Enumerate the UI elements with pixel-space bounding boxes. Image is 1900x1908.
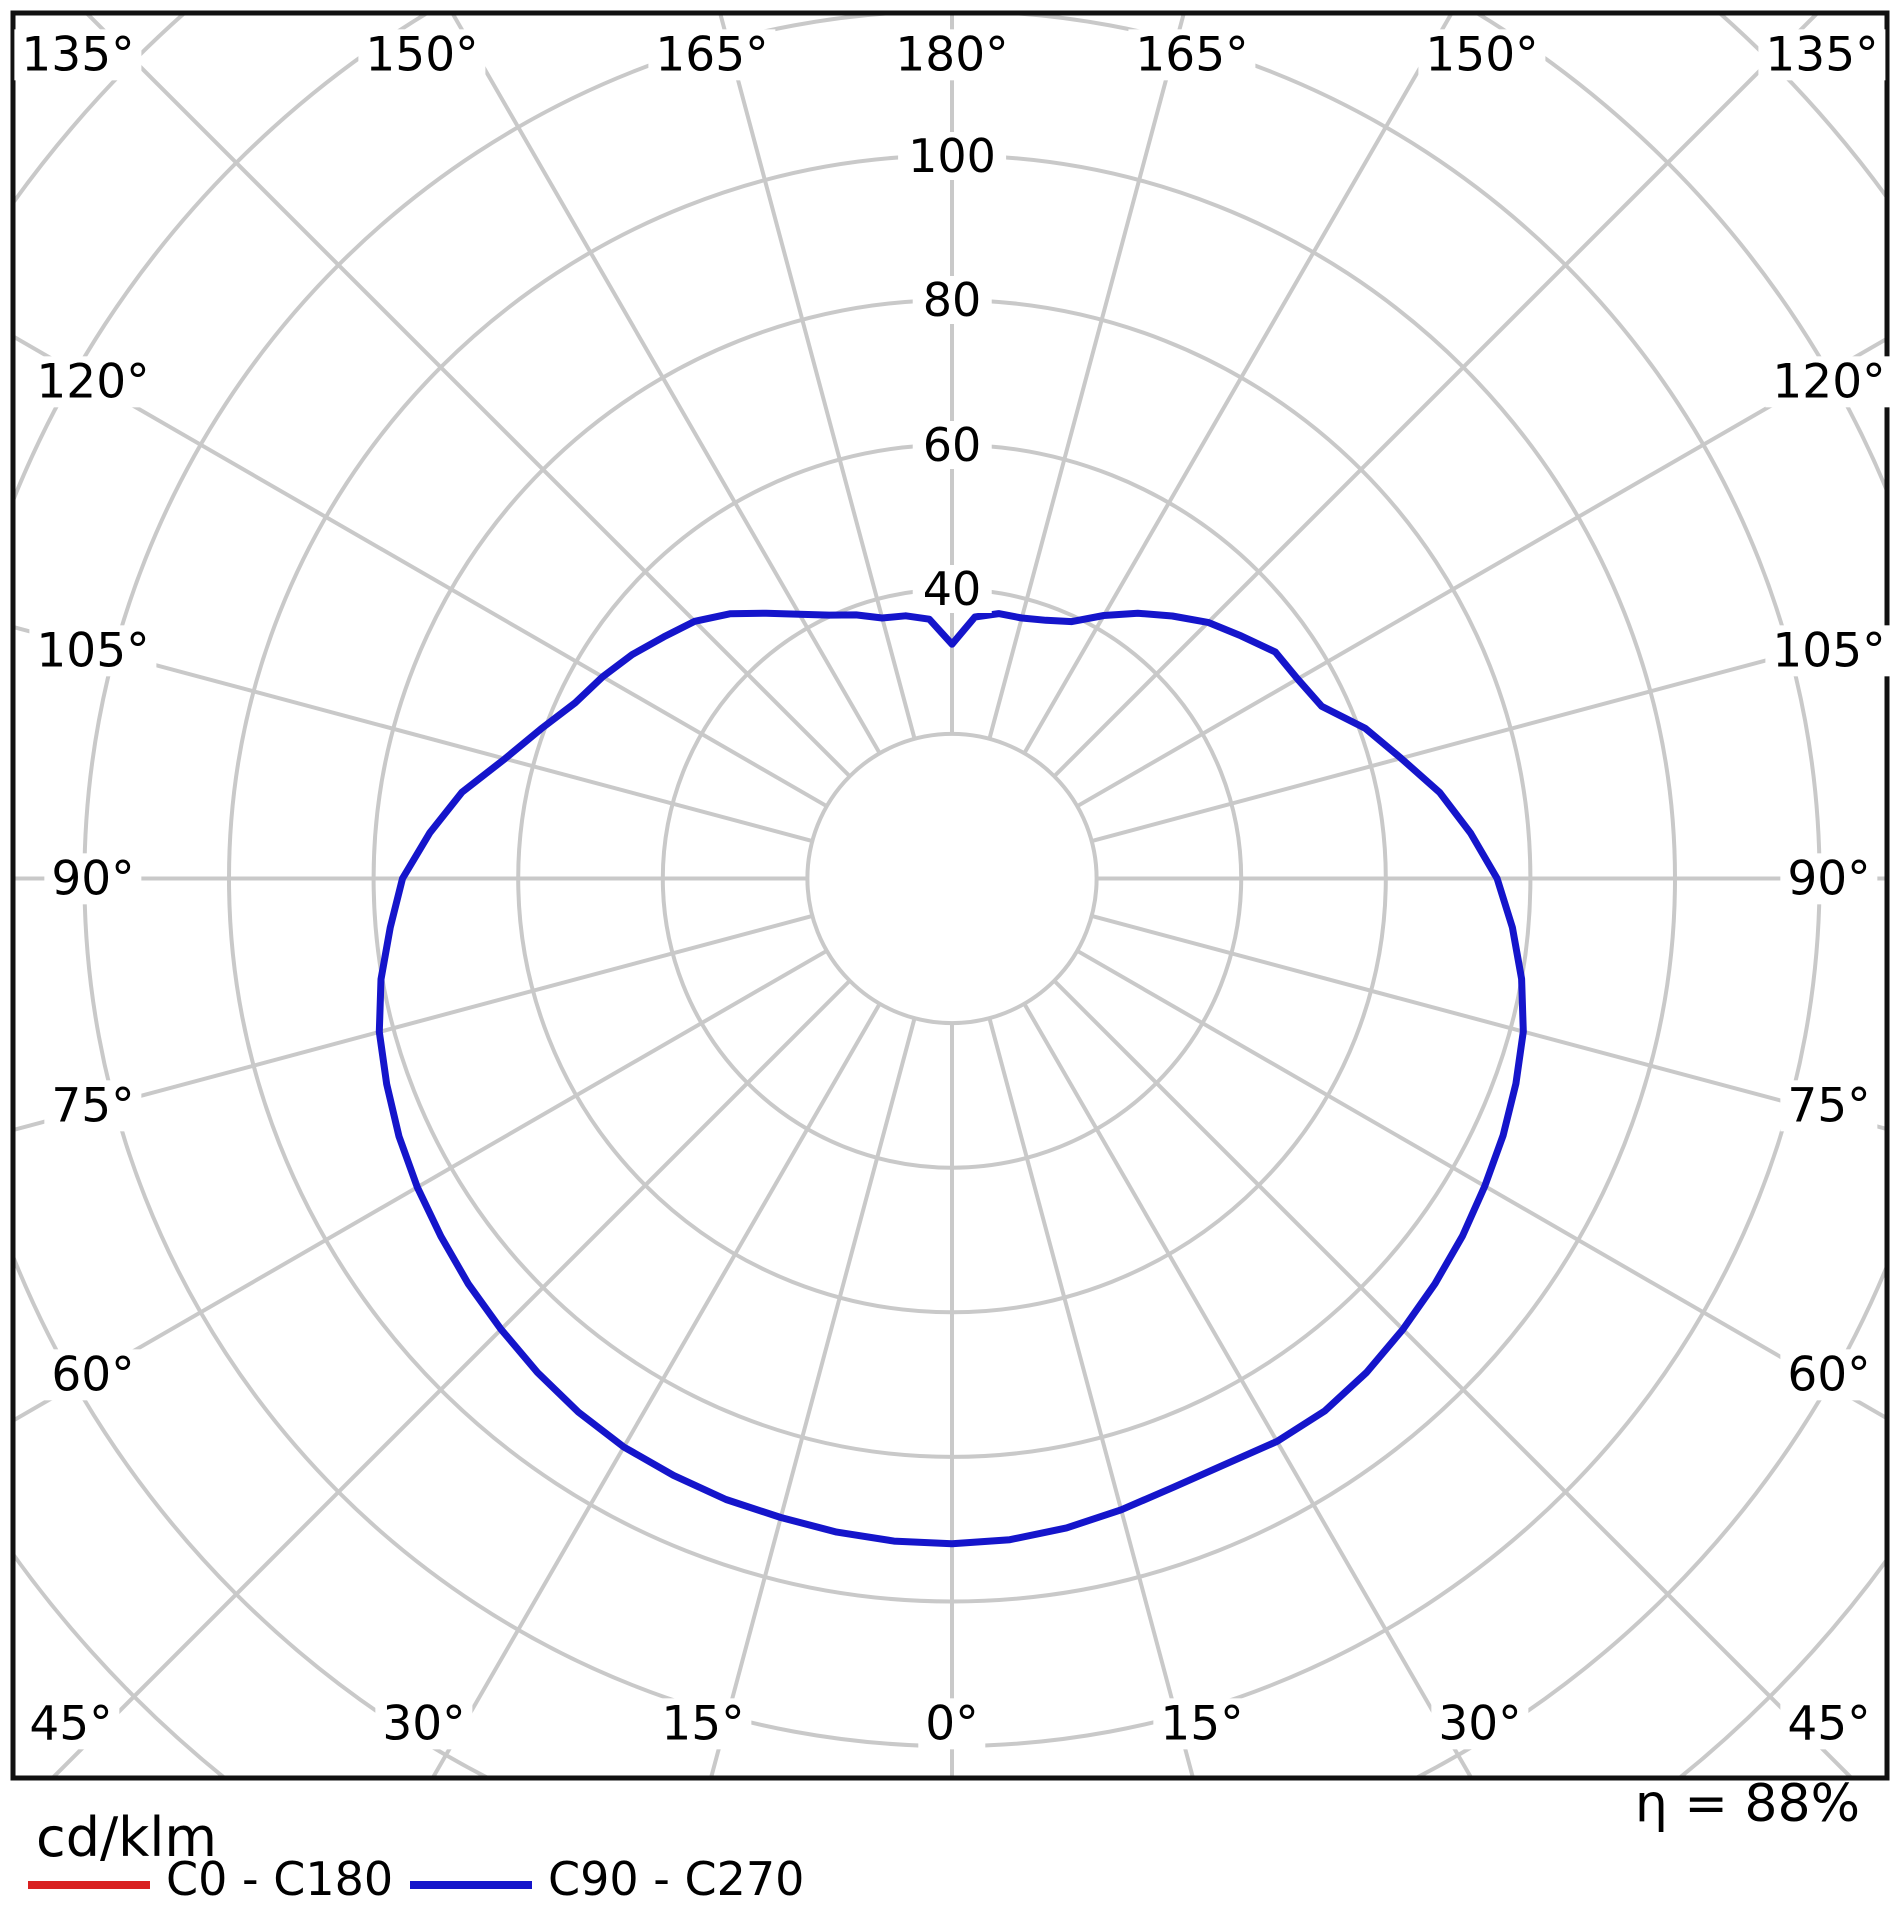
angle-label-left-75°: 75° — [44, 1080, 142, 1132]
legend-item-c0-c180: C0 - C180 — [28, 1856, 393, 1908]
angle-label-top-180°: 180° — [888, 29, 1016, 81]
angle-label-left-120°: 120° — [29, 356, 157, 408]
radial-gridline-20 — [805, 731, 1099, 1026]
angle-label-bottom-45°: 45° — [1780, 1698, 1878, 1750]
units-label: cd/klm — [36, 1806, 218, 1869]
angle-label-top-135°: 135° — [14, 29, 142, 81]
legend-swatch-red — [28, 1881, 150, 1889]
angle-gridline-15 — [987, 1017, 1196, 1778]
angle-gridline-165 — [987, 13, 1186, 740]
angle-gridline-105 — [1091, 625, 1887, 844]
angle-label-top-135°: 135° — [1758, 29, 1886, 81]
angle-label-bottom-15°: 15° — [1153, 1698, 1251, 1750]
angle-label-bottom-30°: 30° — [375, 1698, 473, 1750]
angle-label-bottom-30°: 30° — [1431, 1698, 1529, 1750]
angle-gridline-300 — [13, 949, 828, 1423]
angle-label-top-150°: 150° — [1418, 29, 1546, 81]
angle-label-top-165°: 165° — [648, 29, 776, 81]
efficiency-label: η = 88% — [1634, 1774, 1860, 1834]
angle-label-bottom-0°: 0° — [918, 1698, 986, 1750]
angle-label-bottom-45°: 45° — [22, 1698, 120, 1750]
legend: C0 - C180 C90 - C270 — [0, 1856, 1900, 1902]
angle-label-right-120°: 120° — [1765, 356, 1893, 408]
angle-label-left-60°: 60° — [44, 1349, 142, 1401]
legend-label-c90-c270: C90 - C270 — [548, 1852, 805, 1906]
legend-swatch-blue — [410, 1881, 532, 1889]
angle-label-top-150°: 150° — [358, 29, 486, 81]
angle-gridline-75 — [1091, 913, 1887, 1132]
plot-border — [10, 10, 1890, 1781]
angle-gridline-60 — [1076, 949, 1887, 1421]
angle-gridline-240 — [13, 334, 828, 808]
angle-label-right-90°: 90° — [1780, 853, 1878, 905]
angle-gridline-210 — [449, 13, 882, 755]
angle-label-left-90°: 90° — [44, 853, 142, 905]
angle-gridline-195 — [718, 13, 917, 740]
angle-label-right-105°: 105° — [1765, 625, 1893, 677]
angle-gridline-30 — [1022, 1002, 1474, 1778]
angle-label-right-60°: 60° — [1780, 1349, 1878, 1401]
angle-gridline-255 — [13, 624, 813, 844]
legend-label-c0-c180: C0 - C180 — [166, 1852, 394, 1906]
angle-label-bottom-15°: 15° — [654, 1698, 752, 1750]
angle-gridline-150 — [1022, 13, 1455, 755]
angle-gridline-285 — [13, 913, 813, 1133]
angle-gridline-330 — [430, 1002, 882, 1778]
radial-label-80: 80 — [912, 276, 992, 325]
angle-gridline-345 — [708, 1017, 917, 1778]
curve-C90-C270 — [375, 609, 1527, 1548]
angle-label-top-165°: 165° — [1128, 29, 1256, 81]
angle-label-right-75°: 75° — [1780, 1080, 1878, 1132]
radial-label-40: 40 — [912, 565, 992, 614]
legend-item-c90-c270: C90 - C270 — [410, 1856, 804, 1908]
angle-label-left-105°: 105° — [29, 625, 157, 677]
radial-label-60: 60 — [912, 420, 992, 469]
angle-gridline-120 — [1076, 336, 1887, 808]
radial-label-100: 100 — [898, 131, 1006, 180]
